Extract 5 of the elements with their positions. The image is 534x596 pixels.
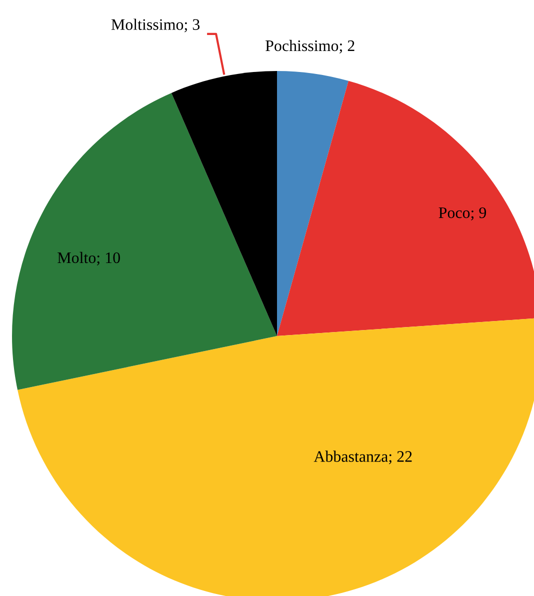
slice-label: Pochissimo; 2 <box>266 40 354 54</box>
slice-label: Molto; 10 <box>58 252 120 266</box>
slice-label: Abbastanza; 22 <box>314 450 412 464</box>
slice-label: Poco; 9 <box>438 207 486 220</box>
slice-label: Moltissimo; 3 <box>111 18 200 32</box>
